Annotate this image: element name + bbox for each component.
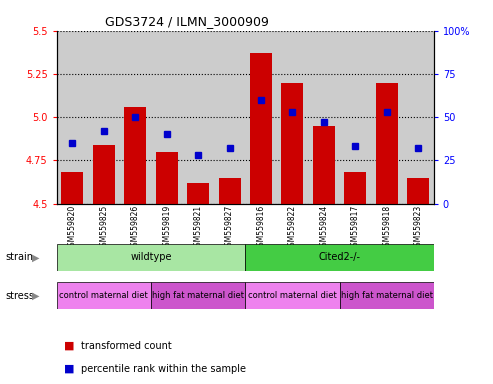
Bar <box>371 31 402 204</box>
Bar <box>151 31 182 204</box>
Text: high fat maternal diet: high fat maternal diet <box>341 291 433 300</box>
Bar <box>62 172 83 204</box>
Text: wildtype: wildtype <box>130 252 172 262</box>
Text: stress: stress <box>5 291 34 301</box>
Text: Cited2-/-: Cited2-/- <box>318 252 360 262</box>
Bar <box>57 244 245 271</box>
Bar <box>277 31 308 204</box>
Text: ■: ■ <box>64 364 74 374</box>
Text: transformed count: transformed count <box>81 341 172 351</box>
Text: GDS3724 / ILMN_3000909: GDS3724 / ILMN_3000909 <box>106 15 269 28</box>
Bar <box>182 31 214 204</box>
Bar <box>187 183 209 204</box>
Bar <box>124 107 146 204</box>
Bar <box>402 31 434 204</box>
Bar <box>313 126 335 204</box>
Bar <box>340 282 434 309</box>
Bar <box>245 282 340 309</box>
Bar <box>156 152 177 204</box>
Bar <box>151 282 245 309</box>
Bar <box>218 177 241 204</box>
Text: control maternal diet: control maternal diet <box>60 291 148 300</box>
Bar <box>88 31 119 204</box>
Text: high fat maternal diet: high fat maternal diet <box>152 291 244 300</box>
Bar <box>214 31 246 204</box>
Text: ■: ■ <box>64 341 74 351</box>
Bar <box>119 31 151 204</box>
Bar <box>344 172 366 204</box>
Bar <box>57 282 151 309</box>
Text: control maternal diet: control maternal diet <box>248 291 337 300</box>
Text: strain: strain <box>5 252 33 262</box>
Bar <box>407 177 429 204</box>
Text: ▶: ▶ <box>32 252 39 262</box>
Bar <box>308 31 340 204</box>
Bar <box>245 31 277 204</box>
Bar <box>376 83 398 204</box>
Bar <box>57 31 88 204</box>
Text: ▶: ▶ <box>32 291 39 301</box>
Bar <box>250 53 272 204</box>
Bar <box>245 244 434 271</box>
Text: percentile rank within the sample: percentile rank within the sample <box>81 364 246 374</box>
Bar <box>340 31 371 204</box>
Bar <box>282 83 303 204</box>
Bar <box>93 145 115 204</box>
